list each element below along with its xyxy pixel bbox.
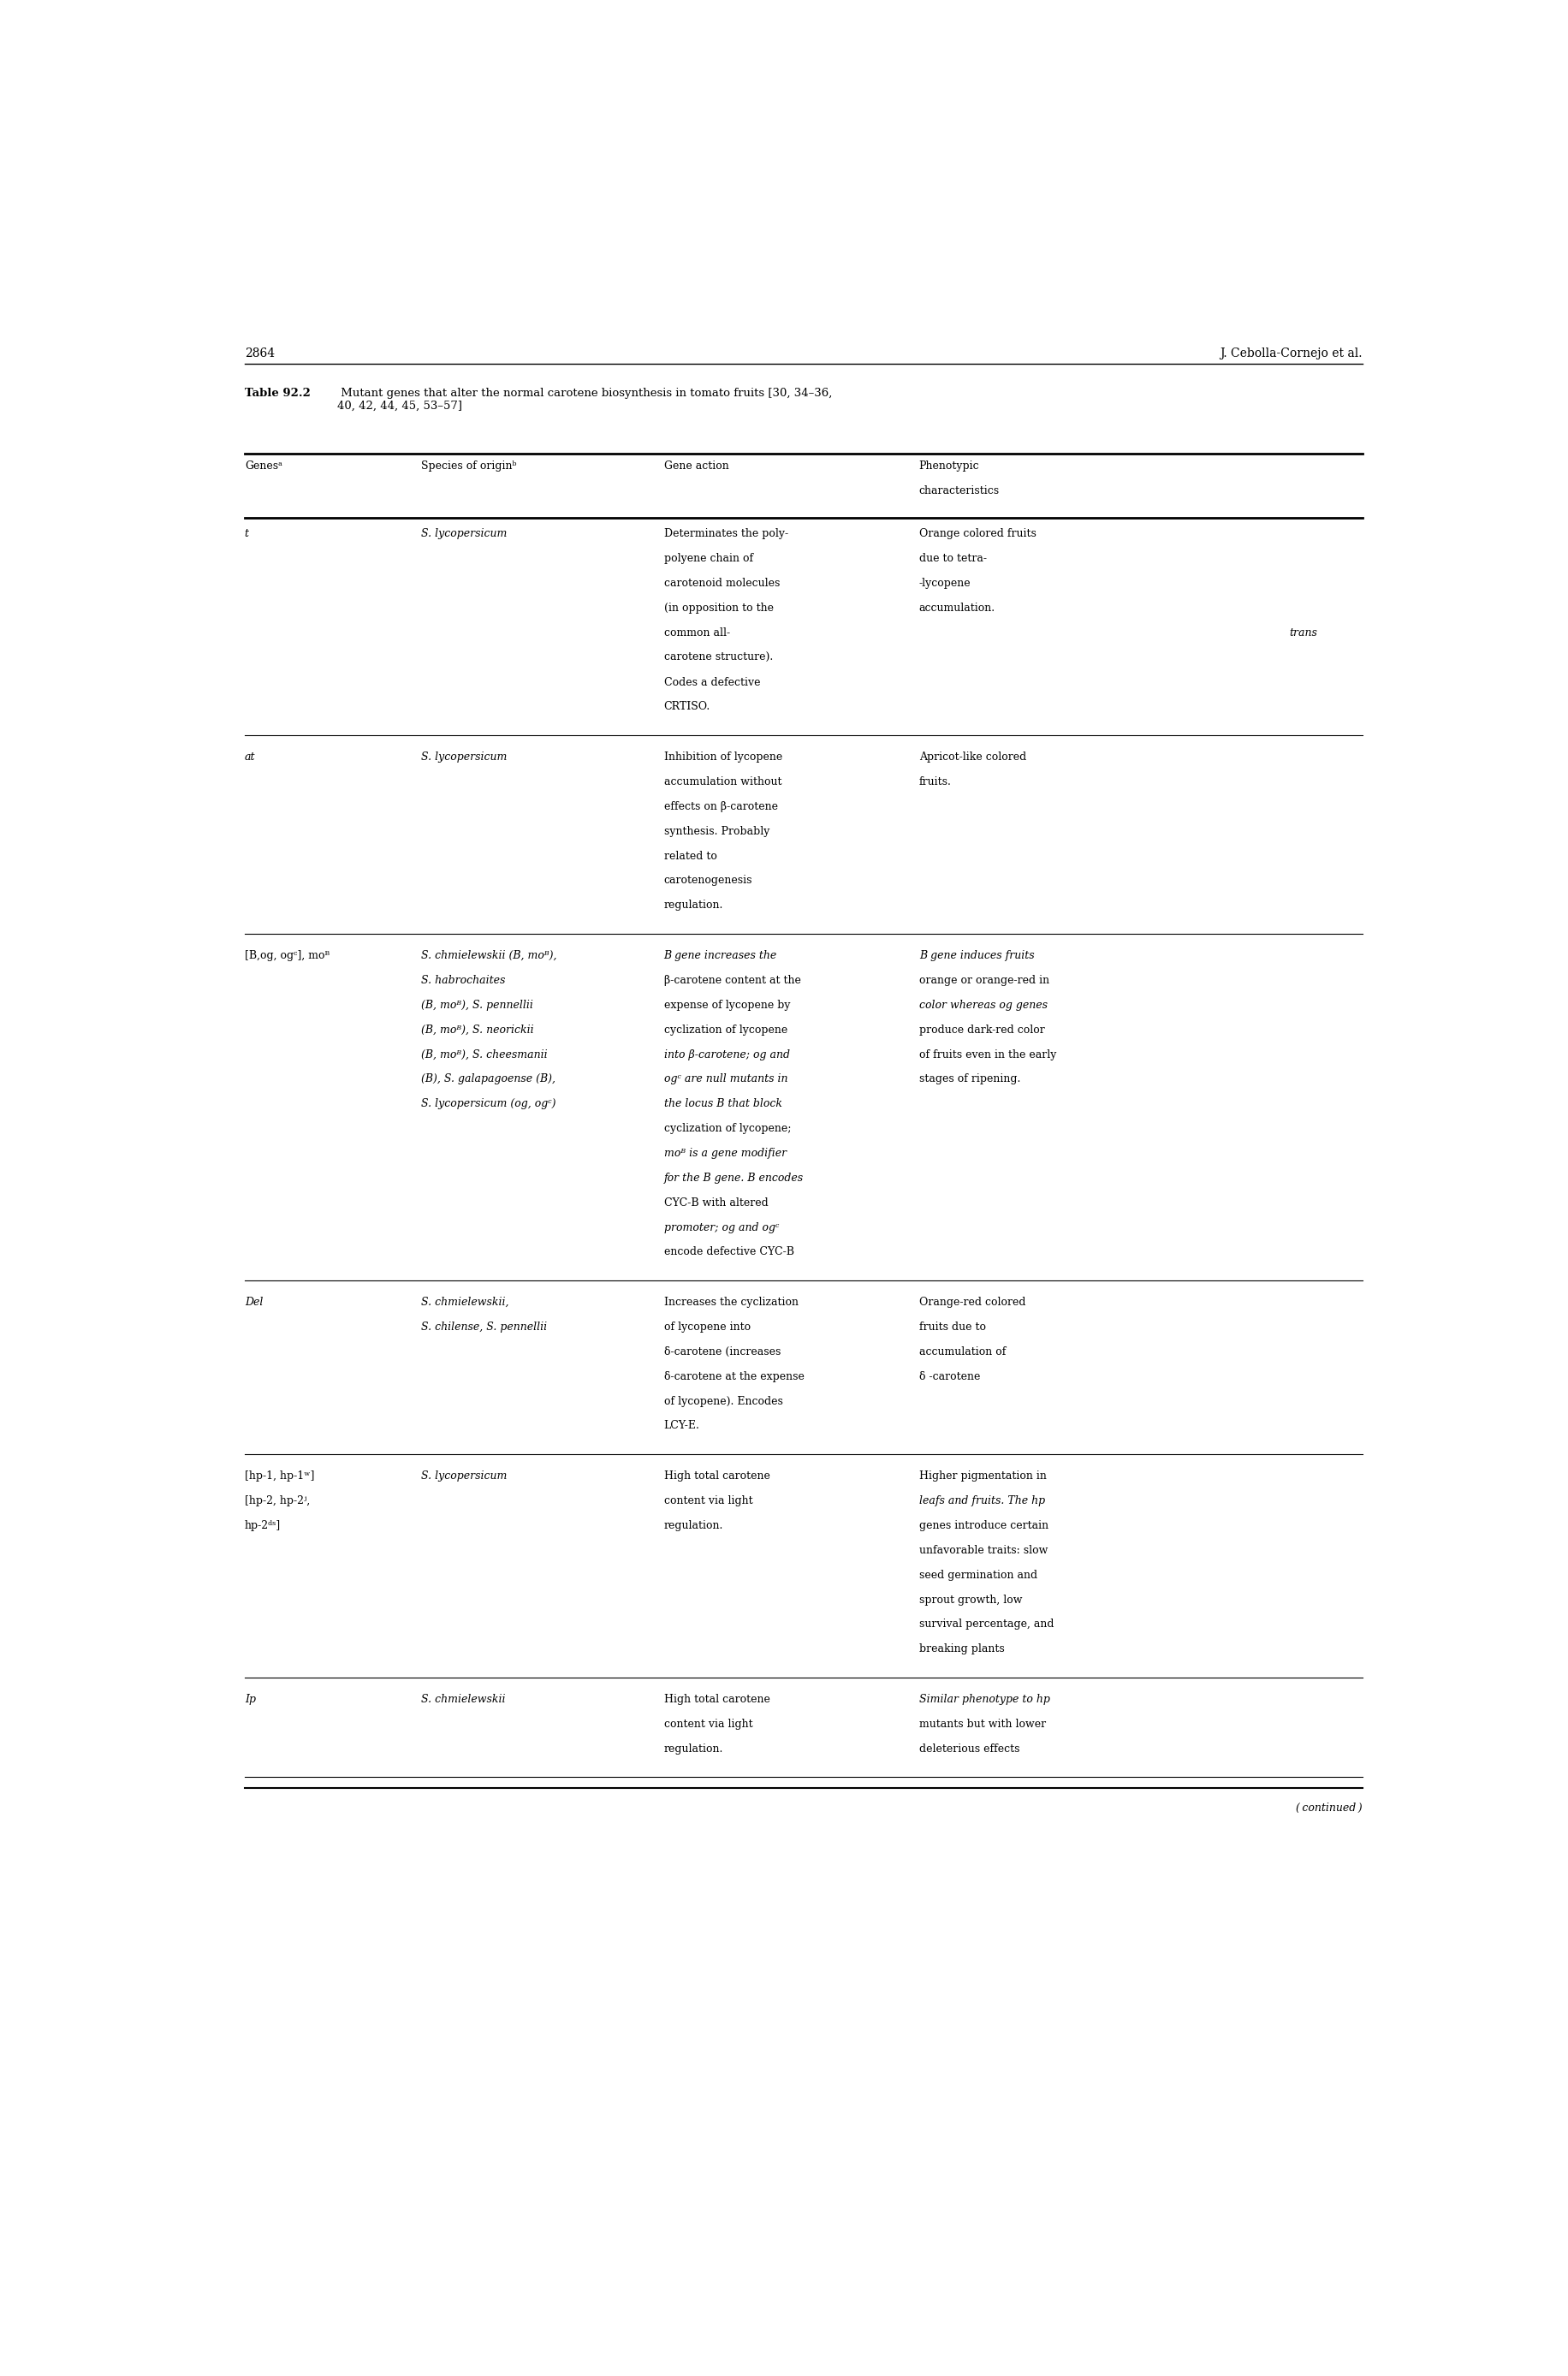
Text: cyclization of lycopene: cyclization of lycopene xyxy=(663,1024,787,1036)
Text: of fruits even in the early: of fruits even in the early xyxy=(919,1048,1057,1060)
Text: S. lycopersicum: S. lycopersicum xyxy=(420,527,506,539)
Text: survival percentage, and: survival percentage, and xyxy=(919,1618,1054,1630)
Text: S. chmielewskii,: S. chmielewskii, xyxy=(420,1297,508,1307)
Text: regulation.: regulation. xyxy=(663,1744,723,1753)
Text: Inhibition of lycopene: Inhibition of lycopene xyxy=(663,751,782,763)
Text: S. habrochaites: S. habrochaites xyxy=(420,974,505,986)
Text: due to tetra-: due to tetra- xyxy=(919,554,986,563)
Text: produce dark-red color: produce dark-red color xyxy=(919,1024,1044,1036)
Text: S. chilense, S. pennellii: S. chilense, S. pennellii xyxy=(420,1321,547,1333)
Text: related to: related to xyxy=(663,851,717,862)
Text: regulation.: regulation. xyxy=(663,901,723,910)
Text: Codes a defective: Codes a defective xyxy=(663,677,760,687)
Text: S. lycopersicum: S. lycopersicum xyxy=(420,1471,506,1483)
Text: J. Cebolla-Cornejo et al.: J. Cebolla-Cornejo et al. xyxy=(1220,347,1363,359)
Text: B gene induces fruits: B gene induces fruits xyxy=(919,950,1035,962)
Text: [B,og, ogᶜ], moᴮ: [B,og, ogᶜ], moᴮ xyxy=(245,950,329,962)
Text: for the B gene. B encodes: for the B gene. B encodes xyxy=(663,1171,803,1183)
Text: fruits.: fruits. xyxy=(919,777,952,786)
Text: Del: Del xyxy=(245,1297,263,1307)
Text: deleterious effects: deleterious effects xyxy=(919,1744,1019,1753)
Text: polyene chain of: polyene chain of xyxy=(663,554,753,563)
Text: Increases the cyclization: Increases the cyclization xyxy=(663,1297,798,1307)
Text: color whereas og genes: color whereas og genes xyxy=(919,1000,1047,1010)
Text: ogᶜ are null mutants in: ogᶜ are null mutants in xyxy=(663,1074,787,1086)
Text: [hp-2, hp-2ʲ,: [hp-2, hp-2ʲ, xyxy=(245,1495,310,1506)
Text: content via light: content via light xyxy=(663,1718,753,1730)
Text: Determinates the poly-: Determinates the poly- xyxy=(663,527,789,539)
Text: High total carotene: High total carotene xyxy=(663,1471,770,1483)
Text: LCY-E.: LCY-E. xyxy=(663,1421,699,1430)
Text: moᴮ is a gene modifier: moᴮ is a gene modifier xyxy=(663,1148,786,1159)
Text: carotene structure).: carotene structure). xyxy=(663,651,773,663)
Text: content via light: content via light xyxy=(663,1495,753,1506)
Text: S. chmielewskii (B, moᴮ),: S. chmielewskii (B, moᴮ), xyxy=(420,950,557,962)
Text: common all-: common all- xyxy=(663,627,729,639)
Text: S. lycopersicum: S. lycopersicum xyxy=(420,751,506,763)
Text: Phenotypic: Phenotypic xyxy=(919,461,980,473)
Text: hp-2ᵈˢ]: hp-2ᵈˢ] xyxy=(245,1521,281,1530)
Text: δ -carotene: δ -carotene xyxy=(919,1371,980,1383)
Text: carotenogenesis: carotenogenesis xyxy=(663,874,753,886)
Text: (in opposition to the: (in opposition to the xyxy=(663,604,773,613)
Text: unfavorable traits: slow: unfavorable traits: slow xyxy=(919,1544,1047,1556)
Text: Apricot-like colored: Apricot-like colored xyxy=(919,751,1025,763)
Text: carotenoid molecules: carotenoid molecules xyxy=(663,577,779,589)
Text: seed germination and: seed germination and xyxy=(919,1571,1038,1580)
Text: regulation.: regulation. xyxy=(663,1521,723,1530)
Text: High total carotene: High total carotene xyxy=(663,1694,770,1706)
Text: S. chmielewskii: S. chmielewskii xyxy=(420,1694,505,1706)
Text: mutants but with lower: mutants but with lower xyxy=(919,1718,1046,1730)
Text: breaking plants: breaking plants xyxy=(919,1644,1005,1654)
Text: (B, moᴮ), S. pennellii: (B, moᴮ), S. pennellii xyxy=(420,1000,533,1010)
Text: of lycopene into: of lycopene into xyxy=(663,1321,751,1333)
Text: CRTISO.: CRTISO. xyxy=(663,701,710,713)
Text: -lycopene: -lycopene xyxy=(919,577,971,589)
Text: β-carotene content at the: β-carotene content at the xyxy=(663,974,801,986)
Text: orange or orange-red in: orange or orange-red in xyxy=(919,974,1049,986)
Text: characteristics: characteristics xyxy=(919,485,1000,497)
Text: (B, moᴮ), S. cheesmanii: (B, moᴮ), S. cheesmanii xyxy=(420,1048,547,1060)
Text: (B), S. galapagoense (B),: (B), S. galapagoense (B), xyxy=(420,1074,555,1086)
Text: Gene action: Gene action xyxy=(663,461,729,473)
Text: Similar phenotype to hp: Similar phenotype to hp xyxy=(919,1694,1051,1706)
Text: accumulation without: accumulation without xyxy=(663,777,781,786)
Text: Ip: Ip xyxy=(245,1694,256,1706)
Text: (B, moᴮ), S. neorickii: (B, moᴮ), S. neorickii xyxy=(420,1024,533,1036)
Text: Genesᵃ: Genesᵃ xyxy=(245,461,282,473)
Text: B gene increases the: B gene increases the xyxy=(663,950,778,962)
Text: Table 92.2: Table 92.2 xyxy=(245,387,310,399)
Text: fruits due to: fruits due to xyxy=(919,1321,986,1333)
Text: CYC-B with altered: CYC-B with altered xyxy=(663,1198,768,1209)
Text: ( ​continued​ ): ( ​continued​ ) xyxy=(1297,1803,1363,1813)
Text: Higher pigmentation in: Higher pigmentation in xyxy=(919,1471,1046,1483)
Text: promoter; og and ogᶜ: promoter; og and ogᶜ xyxy=(663,1221,779,1233)
Text: expense of lycopene by: expense of lycopene by xyxy=(663,1000,790,1010)
Text: Orange-red colored: Orange-red colored xyxy=(919,1297,1025,1307)
Text: 2864: 2864 xyxy=(245,347,274,359)
Text: accumulation.: accumulation. xyxy=(919,604,996,613)
Text: encode defective CYC-B: encode defective CYC-B xyxy=(663,1247,793,1257)
Text: cyclization of lycopene;: cyclization of lycopene; xyxy=(663,1124,790,1133)
Text: [hp-1, hp-1ʷ]: [hp-1, hp-1ʷ] xyxy=(245,1471,314,1483)
Text: the locus B that block: the locus B that block xyxy=(663,1098,782,1110)
Text: of lycopene). Encodes: of lycopene). Encodes xyxy=(663,1395,782,1407)
Text: leafs and fruits. The hp: leafs and fruits. The hp xyxy=(919,1495,1044,1506)
Text: Orange colored fruits: Orange colored fruits xyxy=(919,527,1036,539)
Text: S. lycopersicum (og, ogᶜ): S. lycopersicum (og, ogᶜ) xyxy=(420,1098,555,1110)
Text: stages of ripening.: stages of ripening. xyxy=(919,1074,1021,1086)
Text: trans: trans xyxy=(1289,627,1317,639)
Text: Mutant genes that alter the normal carotene biosynthesis in tomato fruits [30, 3: Mutant genes that alter the normal carot… xyxy=(337,387,833,411)
Text: synthesis. Probably: synthesis. Probably xyxy=(663,827,770,836)
Text: genes introduce certain: genes introduce certain xyxy=(919,1521,1049,1530)
Text: t: t xyxy=(245,527,249,539)
Text: into β-carotene; og and: into β-carotene; og and xyxy=(663,1048,790,1060)
Text: at: at xyxy=(245,751,256,763)
Text: Species of originᵇ: Species of originᵇ xyxy=(420,461,516,473)
Text: effects on β-carotene: effects on β-carotene xyxy=(663,801,778,813)
Text: δ-carotene at the expense: δ-carotene at the expense xyxy=(663,1371,804,1383)
Text: δ-carotene (increases: δ-carotene (increases xyxy=(663,1347,781,1357)
Text: sprout growth, low: sprout growth, low xyxy=(919,1594,1022,1606)
Text: accumulation of: accumulation of xyxy=(919,1347,1005,1357)
